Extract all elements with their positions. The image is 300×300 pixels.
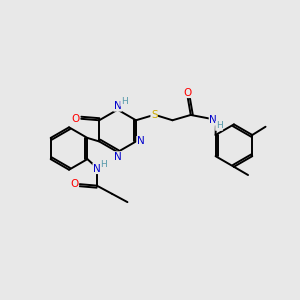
Text: H: H bbox=[121, 97, 128, 106]
Text: N: N bbox=[114, 101, 122, 111]
Text: H: H bbox=[100, 160, 107, 169]
Text: O: O bbox=[72, 114, 80, 124]
Text: S: S bbox=[151, 110, 158, 120]
Text: O: O bbox=[70, 179, 79, 189]
Text: N: N bbox=[93, 164, 101, 173]
Text: O: O bbox=[184, 88, 192, 98]
Text: H: H bbox=[216, 122, 222, 130]
Text: N: N bbox=[209, 115, 217, 125]
Text: N: N bbox=[137, 136, 145, 146]
Text: N: N bbox=[114, 152, 122, 162]
